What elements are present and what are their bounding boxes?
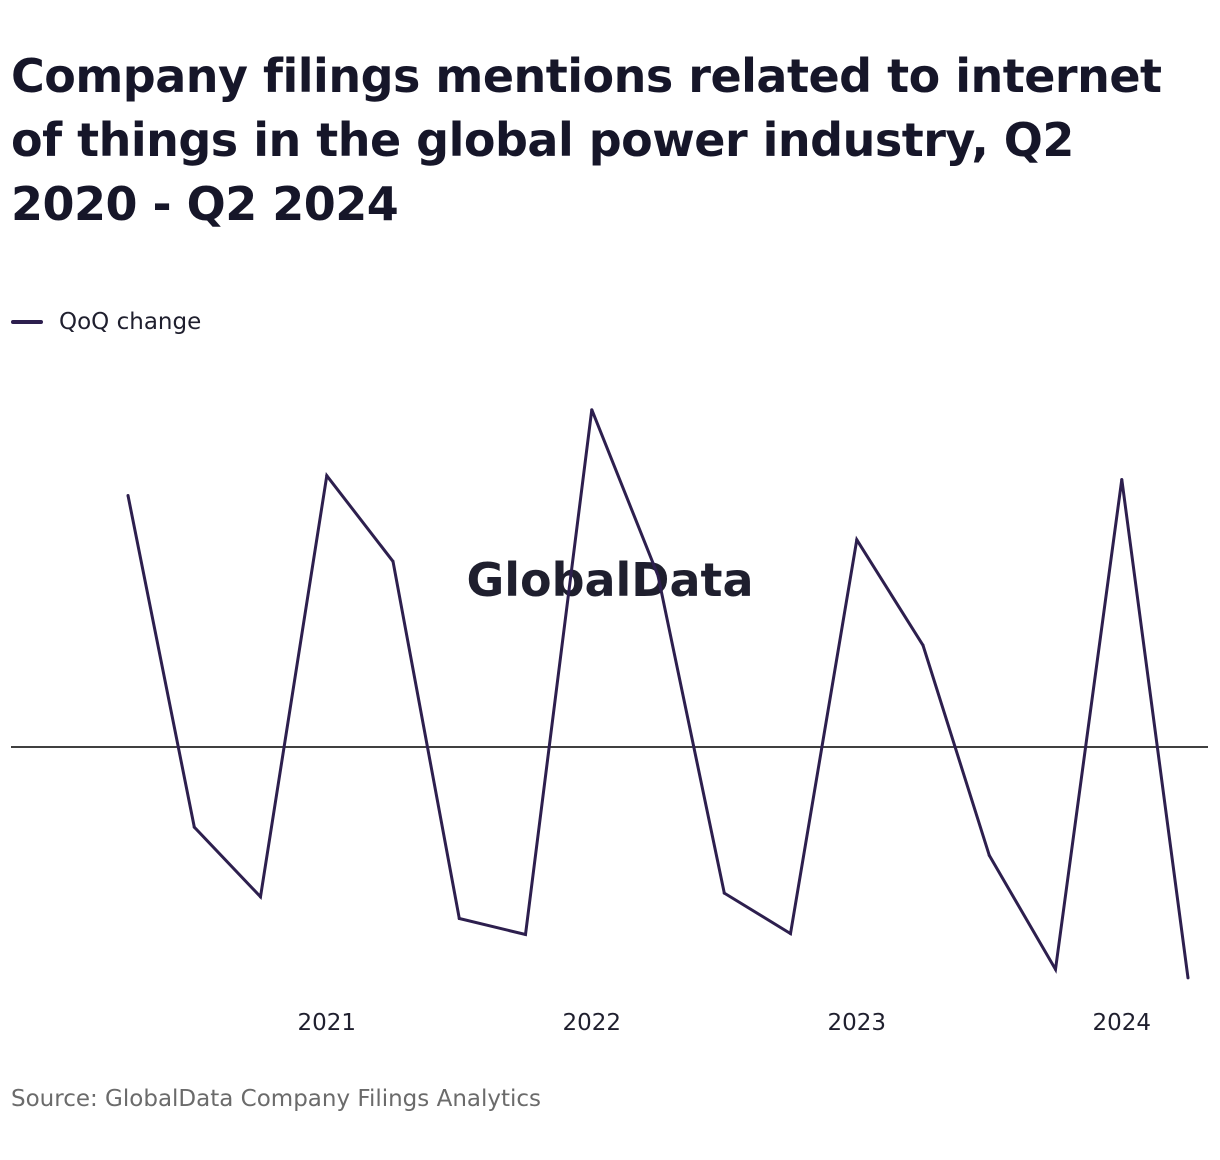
chart-title: Company filings mentions related to inte… [11, 49, 1162, 231]
x-tick-label: 2024 [1092, 1010, 1151, 1036]
data-point [855, 538, 859, 542]
data-point [656, 574, 660, 578]
data-point [722, 891, 726, 895]
data-point [921, 643, 925, 647]
data-point [325, 474, 329, 478]
data-point [457, 917, 461, 921]
series-line-0 [126, 409, 1190, 979]
line-chart: GlobalData 2021 2022 2023 2024 [11, 408, 1208, 1036]
x-tick-label: 2023 [827, 1010, 886, 1036]
data-point [1054, 967, 1057, 971]
legend-label: QoQ change [59, 309, 202, 335]
data-point [192, 825, 196, 829]
watermark: GlobalData [466, 553, 753, 607]
data-point [259, 895, 262, 899]
legend-swatch [11, 320, 43, 324]
data-point [524, 933, 527, 937]
x-axis-ticks: 2021 2022 2023 2024 [297, 1010, 1151, 1036]
data-point [789, 932, 792, 936]
data-point [590, 408, 594, 412]
data-point [1120, 477, 1124, 481]
series-group [126, 408, 1190, 980]
data-point [126, 493, 130, 497]
legend: QoQ change [11, 306, 201, 338]
x-tick-label: 2021 [297, 1010, 356, 1036]
data-point [987, 853, 991, 857]
data-point [1186, 976, 1190, 980]
data-point [391, 559, 395, 563]
x-tick-label: 2022 [562, 1010, 621, 1036]
source-note: Source: GlobalData Company Filings Analy… [11, 1086, 542, 1112]
